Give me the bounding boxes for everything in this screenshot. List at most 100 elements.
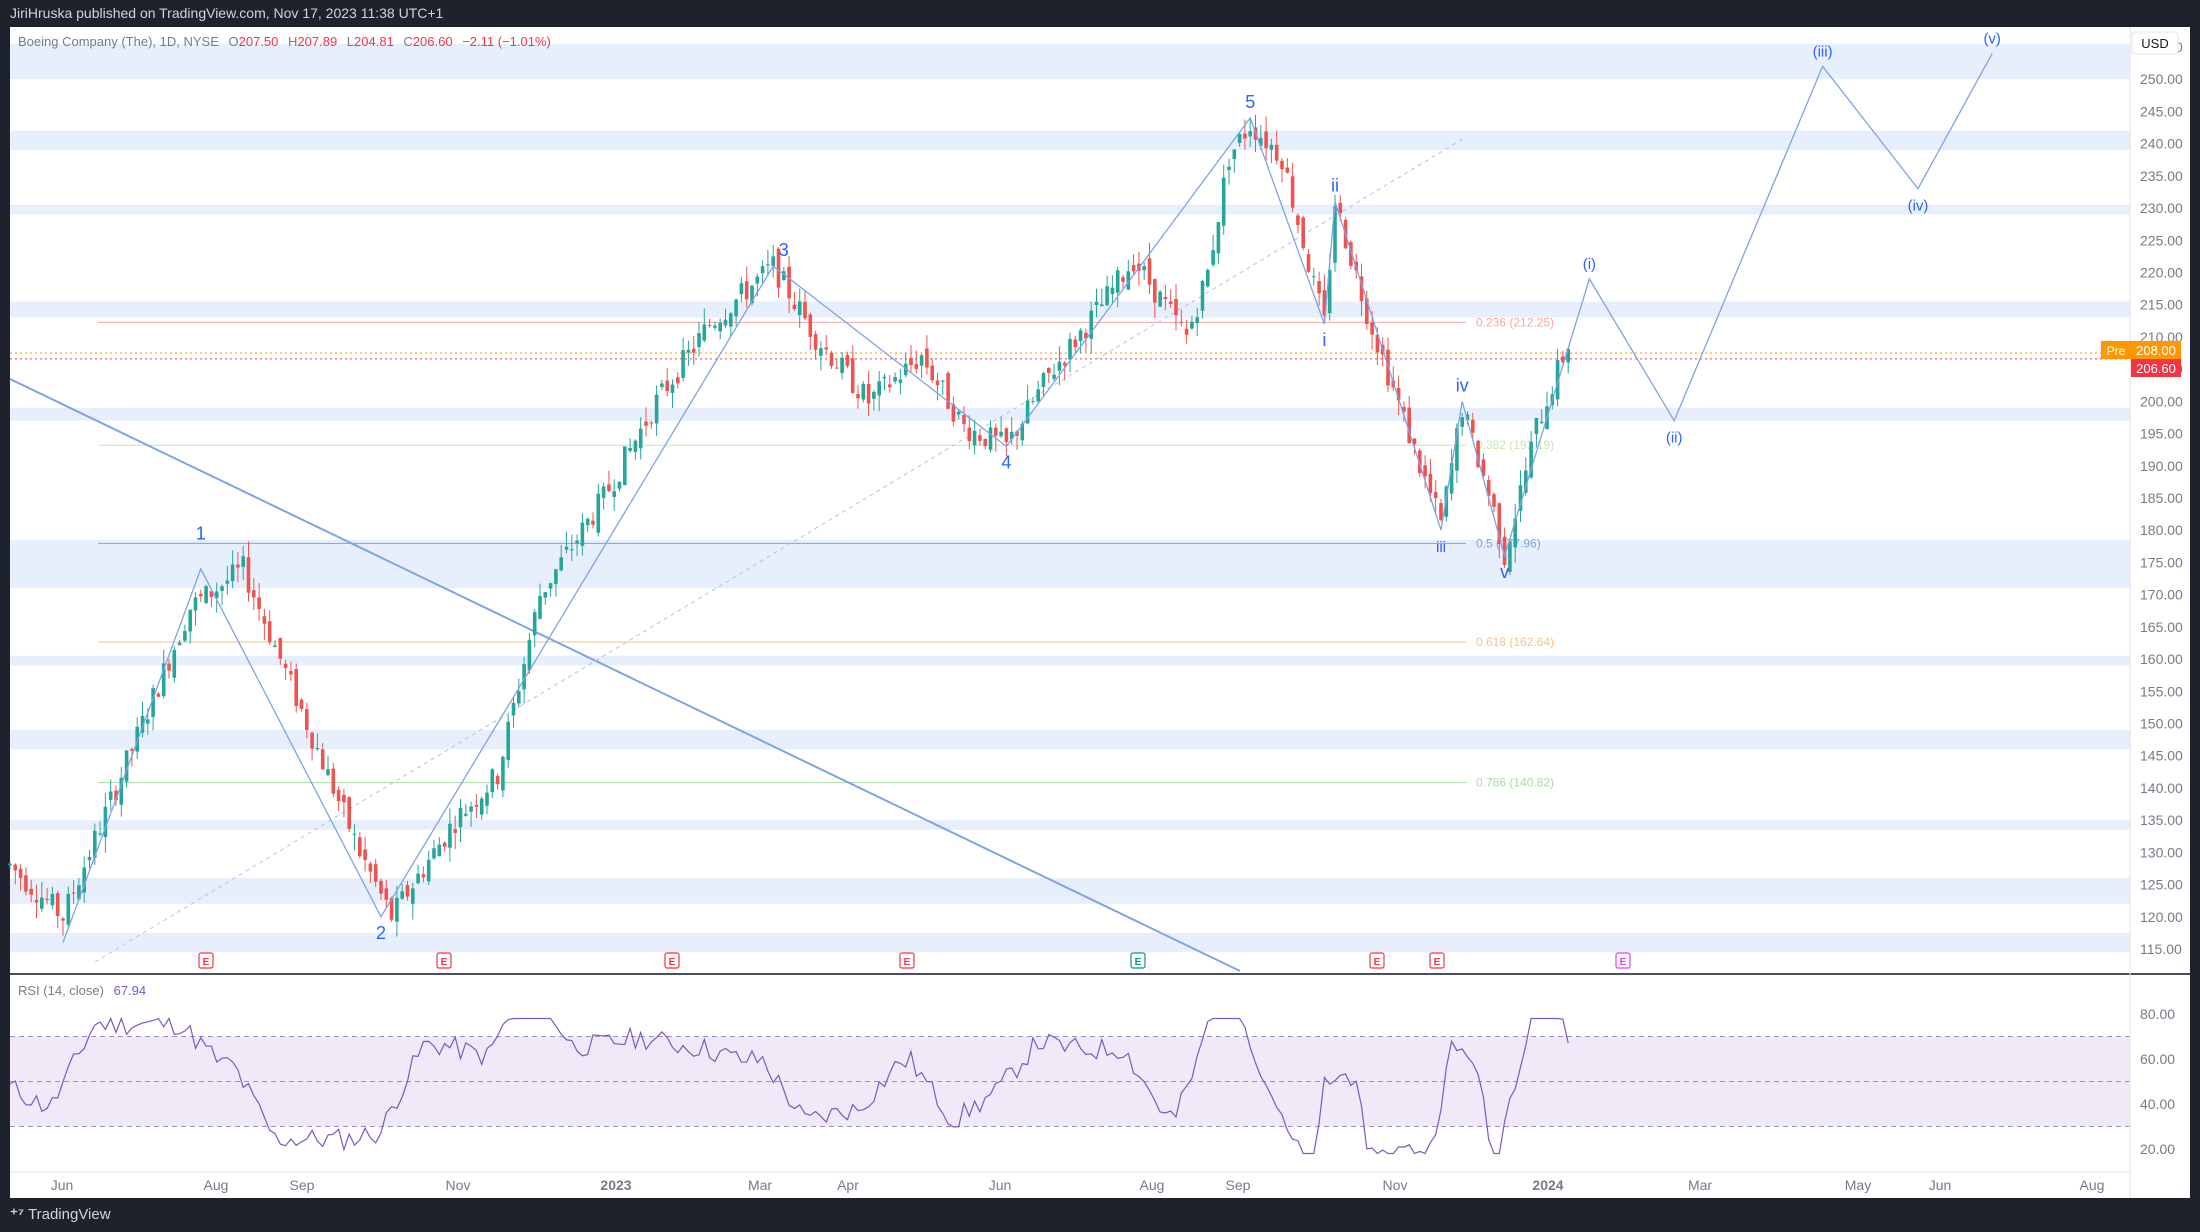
candle-body <box>1110 287 1115 295</box>
candle-body <box>1004 428 1009 442</box>
candle-body <box>686 349 691 353</box>
wave-label: (iv) <box>1908 198 1929 215</box>
fib-label: 0.382 (193.19) <box>1476 438 1554 452</box>
candle-body <box>326 769 330 776</box>
price-tick-label: 195.00 <box>2140 426 2183 442</box>
candle-body <box>1121 277 1125 282</box>
candle-body <box>55 893 60 917</box>
price-chart[interactable]: 0.236 (212.25)0.382 (193.19)0.5 (177.96)… <box>0 27 2200 1198</box>
candle-body <box>416 873 420 884</box>
candle-body <box>156 693 161 697</box>
candle-body <box>299 699 304 709</box>
candle-body <box>951 404 956 422</box>
candle-body <box>1529 441 1533 478</box>
candle-body <box>384 888 389 900</box>
candle-body <box>697 333 701 348</box>
wave-label: 4 <box>1001 452 1011 472</box>
candle-body <box>1232 149 1237 159</box>
candle-body <box>750 285 754 304</box>
candle-body <box>840 357 844 373</box>
candle-body <box>183 631 187 641</box>
earnings-marker-icon <box>198 952 214 969</box>
candle-body <box>877 381 881 396</box>
candle-body <box>623 446 627 486</box>
candle-body <box>1211 250 1215 265</box>
time-tick-label: Nov <box>446 1177 471 1193</box>
candle-body <box>681 350 685 378</box>
candle-body <box>564 546 569 550</box>
candle-body <box>135 726 139 752</box>
candle-body <box>1115 270 1120 293</box>
candle-body <box>994 427 998 436</box>
candle-body <box>220 586 224 591</box>
candle-body <box>1534 417 1539 435</box>
price-zone <box>10 878 2130 904</box>
candle-body <box>358 837 362 857</box>
candle-body <box>782 271 786 280</box>
candle-body <box>914 364 919 369</box>
candle-body <box>485 792 489 806</box>
candle-body <box>882 376 887 379</box>
candle-body <box>771 256 775 267</box>
candle-body <box>267 621 272 643</box>
candle-body <box>548 583 553 589</box>
candle-body <box>1365 298 1369 324</box>
candle-body <box>34 899 39 903</box>
currency-button[interactable] <box>2131 31 2179 55</box>
candle-body <box>305 709 309 730</box>
rsi-pane <box>9 973 2190 1155</box>
candle-body <box>829 352 834 366</box>
time-tick-label: Mar <box>748 1177 772 1193</box>
candle-body <box>898 379 903 383</box>
candle-body <box>707 324 712 326</box>
candle-body <box>1274 144 1279 161</box>
candle-body <box>283 663 288 668</box>
candle-body <box>352 833 357 835</box>
candle-body <box>1312 276 1316 278</box>
candle-body <box>559 557 563 571</box>
price-tick-label: 120.00 <box>2140 909 2183 925</box>
candle-body <box>1078 330 1083 341</box>
earnings-marker-icon <box>436 952 452 969</box>
candle-body <box>1513 518 1517 548</box>
candle-body <box>405 885 410 897</box>
svg-text:208.00: 208.00 <box>2136 343 2176 358</box>
wave-label: (i) <box>1583 256 1596 273</box>
candle-body <box>1200 280 1205 311</box>
price-axis[interactable]: 115.00 120.00 125.00 130.00 135.00 140.00 145.… <box>2129 27 2183 1198</box>
candle-body <box>1073 339 1078 348</box>
candle-body <box>570 549 574 551</box>
candle-body <box>935 380 940 386</box>
time-tick-label: 2023 <box>600 1177 631 1193</box>
candle-body <box>797 301 802 316</box>
candle-body <box>1020 423 1025 441</box>
earnings-marker-letter: E <box>1434 957 1441 968</box>
candle-body <box>1476 440 1480 468</box>
rsi-tick-label: 40.00 <box>2140 1096 2175 1112</box>
candle-body <box>925 348 929 368</box>
candle-body <box>808 314 813 337</box>
candle-body <box>1015 431 1019 436</box>
candle-body <box>744 281 749 300</box>
candle-body <box>617 481 622 489</box>
price-tick-label: 160.00 <box>2140 651 2183 667</box>
price-tick-label: 200.00 <box>2140 393 2183 409</box>
candle-body <box>8 863 12 866</box>
candle-body <box>554 569 558 585</box>
candle-body <box>787 266 791 299</box>
price-tick-label: 190.00 <box>2140 458 2183 474</box>
trend-lines <box>9 136 1467 972</box>
candle-body <box>1237 133 1242 143</box>
candle-body <box>257 597 261 609</box>
candle-body <box>1153 279 1157 303</box>
candle-body <box>1539 421 1544 424</box>
candle-body <box>1057 361 1062 371</box>
candle-body <box>983 438 987 447</box>
candle-body <box>612 491 616 497</box>
candle-body <box>654 394 659 424</box>
earnings-marker-letter: E <box>669 957 676 968</box>
publish-header: JiriHruska published on TradingView.com,… <box>0 0 2200 27</box>
candle-body <box>87 856 92 861</box>
wave-label: (v) <box>1983 30 2001 47</box>
time-axis[interactable]: Jun Aug Sep Nov 2023 Mar Apr Jun Aug Sep Nov 2024 Ma… <box>10 1171 2130 1193</box>
